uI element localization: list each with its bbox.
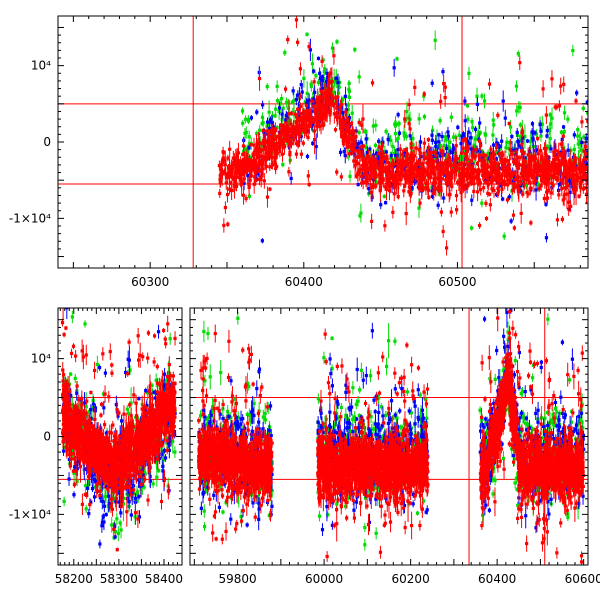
top-point [291, 100, 294, 104]
top-point [305, 32, 308, 36]
top-point [383, 194, 386, 198]
bottom-point [107, 458, 110, 462]
top-point [508, 121, 511, 125]
top-ytick-label: -1×10⁴ [9, 211, 51, 225]
top-point [249, 143, 252, 147]
top-point [268, 187, 271, 191]
bottom-point [98, 493, 101, 497]
top-point [284, 131, 287, 135]
top-point [391, 163, 394, 167]
top-xtick-label: 60300 [131, 275, 169, 289]
bottom-xtick-label: 58300 [100, 572, 138, 586]
top-point [317, 56, 320, 60]
bottom-point [137, 396, 140, 400]
top-point [562, 125, 565, 129]
top-ytick-label: 10⁴ [31, 59, 51, 73]
bottom-point [69, 372, 72, 376]
bottom-point [64, 326, 67, 330]
top-point [243, 170, 246, 174]
top-point [396, 162, 399, 166]
top-point [305, 104, 308, 108]
top-ytick-label: 0 [43, 135, 51, 149]
bottom-point [89, 390, 92, 394]
top-point [384, 201, 387, 205]
bottom-xtick-label: 58400 [145, 572, 183, 586]
bottom-xtick-label: 58200 [55, 572, 93, 586]
top-xtick-label: 60500 [438, 275, 476, 289]
bottom-point [101, 471, 104, 475]
top-point [526, 139, 529, 143]
top-point [552, 167, 555, 171]
bottom-point [105, 512, 108, 516]
top-point [360, 145, 363, 149]
top-point [466, 104, 469, 108]
top-point [544, 169, 547, 173]
top-point [357, 182, 360, 186]
top-point [241, 152, 244, 156]
bottom-point [116, 548, 119, 552]
top-xtick-label: 60400 [285, 275, 323, 289]
top-point [250, 174, 253, 178]
bottom-point [72, 469, 75, 473]
bottom-point [141, 418, 144, 423]
